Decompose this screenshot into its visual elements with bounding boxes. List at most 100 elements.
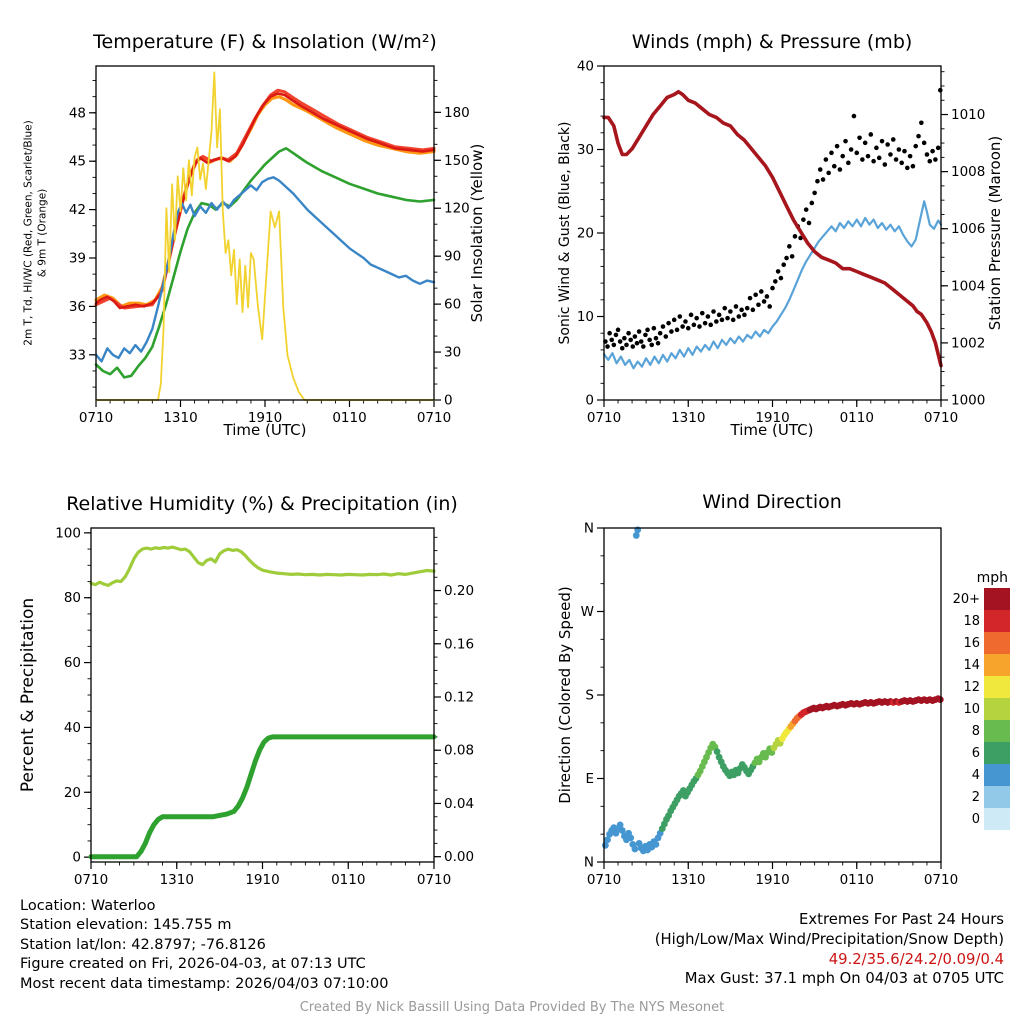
figure-created: Figure created on Fri, 2026-04-03, at 07… [20,956,366,973]
colorbar-swatch [984,742,1010,764]
credit-line: Created By Nick Bassill Using Data Provi… [299,1000,725,1015]
svg-text:39: 39 [69,251,86,267]
svg-text:1004: 1004 [951,278,985,294]
colorbar-row: 16 [950,632,1012,654]
colorbar-swatch [984,720,1010,742]
y-axis-label-insolation-right: Solar Insolation (Yellow) [468,143,486,323]
chart-title-humidity-precip: Relative Humidity (%) & Precipitation (i… [66,493,458,515]
colorbar-swatch [984,764,1010,786]
svg-text:0110: 0110 [332,410,366,426]
svg-text:1008: 1008 [951,164,985,180]
extremes-values: 49.2/35.6/24.2/0.09/0.4 [828,950,1004,968]
svg-text:0710: 0710 [74,872,108,888]
colorbar-swatch [984,786,1010,808]
svg-text:E: E [585,771,594,787]
extremes-block: Extremes For Past 24 Hours (High/Low/Max… [655,910,1004,989]
svg-text:0110: 0110 [840,410,874,426]
svg-text:N: N [584,855,594,871]
svg-text:40: 40 [64,720,81,736]
y-axis-label-temp-left: 2m T, Td, HI/WC (Red, Green, Scarlet/Blu… [22,120,48,346]
svg-text:0710: 0710 [417,872,451,888]
chart-title-temperature-insolation: Temperature (F) & Insolation (W/m²) [93,31,437,53]
svg-text:0: 0 [585,393,594,409]
svg-text:20: 20 [577,226,594,242]
svg-text:0.04: 0.04 [444,796,474,812]
colorbar-row: 6 [950,742,1012,764]
colorbar-swatch [984,808,1010,830]
svg-text:0710: 0710 [587,872,621,888]
colorbar-label: 20+ [952,591,980,607]
colorbar-swatch [984,632,1010,654]
colorbar-swatch [984,676,1010,698]
svg-text:1910: 1910 [245,872,279,888]
station-location: Location: Waterloo [20,898,156,914]
x-axis-label-time-2: Time (UTC) [730,421,814,439]
colorbar-title: mph [976,570,1008,586]
colorbar-label: 18 [963,613,980,629]
svg-text:60: 60 [444,297,461,313]
svg-text:1000: 1000 [951,393,985,409]
svg-text:1010: 1010 [951,107,985,123]
svg-text:90: 90 [444,249,461,265]
extremes-title: Extremes For Past 24 Hours [799,911,1004,928]
colorbar-label: 10 [963,701,980,717]
svg-text:S: S [585,688,594,704]
colorbar-swatch [984,610,1010,632]
svg-text:60: 60 [64,655,81,671]
station-info-block: Location: Waterloo Station elevation: 14… [20,897,388,994]
y-axis-label-direction: Direction (Colored By Speed) [556,586,574,804]
colorbar-label: 2 [971,789,980,805]
svg-text:0710: 0710 [79,410,113,426]
svg-text:1002: 1002 [951,335,985,351]
svg-text:100: 100 [55,525,81,541]
svg-text:1910: 1910 [755,410,789,426]
colorbar-swatch [984,698,1010,720]
svg-text:48: 48 [69,105,86,121]
svg-text:0: 0 [444,393,453,409]
svg-text:0710: 0710 [924,410,958,426]
colorbar-row: 18 [950,610,1012,632]
colorbar-label: 12 [963,679,980,695]
svg-text:80: 80 [64,590,81,606]
svg-text:0.00: 0.00 [444,849,474,865]
colorbar-row: 8 [950,720,1012,742]
svg-text:20: 20 [64,785,81,801]
extremes-subtitle: (High/Low/Max Wind/Precipitation/Snow De… [654,930,1004,948]
svg-text:W: W [581,604,594,620]
colorbar-row: 12 [950,676,1012,698]
svg-text:1310: 1310 [160,872,194,888]
svg-text:1310: 1310 [163,410,197,426]
svg-text:1310: 1310 [671,410,705,426]
svg-text:40: 40 [577,59,594,75]
svg-text:0.20: 0.20 [444,583,474,599]
colorbar-label: 14 [963,657,980,673]
y-axis-label-percent-precip: Percent & Precipitation [18,597,38,793]
svg-text:0.16: 0.16 [444,636,474,652]
x-axis-label-time-1: Time (UTC) [223,421,307,439]
svg-text:0710: 0710 [417,410,451,426]
svg-text:33: 33 [69,347,86,363]
colorbar-label: 8 [971,723,980,739]
colorbar-row: 2 [950,786,1012,808]
svg-text:0110: 0110 [331,872,365,888]
colorbar-label: 6 [971,745,980,761]
svg-text:0710: 0710 [924,872,958,888]
colorbar-row: 4 [950,764,1012,786]
chart-title-wind-direction: Wind Direction [702,491,842,513]
colorbar-label: 0 [971,811,980,827]
colorbar-label: 4 [971,767,980,783]
svg-text:0.08: 0.08 [444,743,474,759]
svg-text:30: 30 [444,345,461,361]
y-axis-label-pressure-right: Station Pressure (Maroon) [986,135,1004,331]
colorbar-label: 16 [963,635,980,651]
colorbar-swatch [984,654,1010,676]
svg-text:0710: 0710 [587,410,621,426]
data-timestamp: Most recent data timestamp: 2026/04/03 0… [20,975,389,992]
svg-text:1910: 1910 [755,872,789,888]
svg-text:36: 36 [69,299,86,315]
svg-text:120: 120 [444,201,470,217]
y-axis-label-wind-left: Sonic Wind & Gust (Blue, Black) [557,121,573,345]
chart-title-winds-pressure: Winds (mph) & Pressure (mb) [631,31,913,53]
svg-text:1910: 1910 [248,410,282,426]
